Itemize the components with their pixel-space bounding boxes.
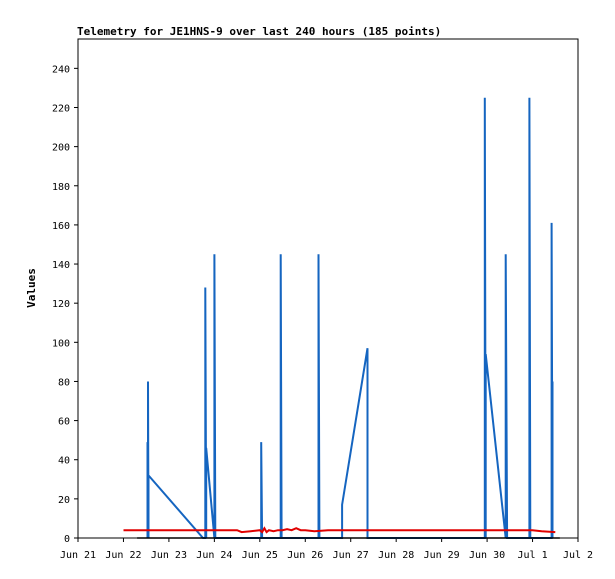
series-layer — [123, 97, 560, 539]
y-tick-label: 60 — [58, 417, 70, 428]
y-tick-label: 80 — [58, 377, 70, 388]
y-axis: 0 20 40 60 80 100 120 140 160 180 200 220 240 — [52, 64, 78, 545]
y-tick-label: 220 — [52, 103, 70, 114]
y-tick-label: 140 — [52, 260, 70, 271]
chart-title: Telemetry for JE1HNS-9 over last 240 hou… — [77, 25, 441, 38]
x-tick-label: Jun 26 — [287, 550, 323, 561]
x-tick-label: Jun 23 — [151, 550, 187, 561]
y-axis-label: Values — [25, 268, 38, 308]
x-tick-label: Jun 25 — [242, 550, 278, 561]
y-tick-label: 40 — [58, 456, 70, 467]
x-tick-label: Jun 29 — [424, 550, 460, 561]
y-tick-label: 120 — [52, 299, 70, 310]
y-tick-label: 180 — [52, 182, 70, 193]
x-tick-label: Jun 21 — [60, 550, 96, 561]
x-tick-label: Jun 24 — [196, 550, 232, 561]
x-axis: Jun 21 Jun 22 Jun 23 Jun 24 Jun 25 Jun 26 Jun … — [60, 538, 593, 561]
series-line-1 — [123, 526, 556, 534]
y-tick-label: 240 — [52, 64, 70, 75]
y-tick-label: 20 — [58, 495, 70, 506]
plot-area — [77, 38, 579, 539]
x-tick-label: Jul 2 — [563, 550, 593, 561]
y-tick-label: 200 — [52, 143, 70, 154]
x-tick-label: Jun 30 — [469, 550, 505, 561]
y-tick-label: 160 — [52, 221, 70, 232]
x-tick-label: Jun 28 — [378, 550, 414, 561]
x-tick-label: Jul 1 — [517, 550, 547, 561]
y-tick-label: 100 — [52, 338, 70, 349]
y-tick-label: 0 — [64, 534, 70, 545]
x-tick-label: Jun 22 — [105, 550, 141, 561]
x-tick-label: Jun 27 — [333, 550, 369, 561]
